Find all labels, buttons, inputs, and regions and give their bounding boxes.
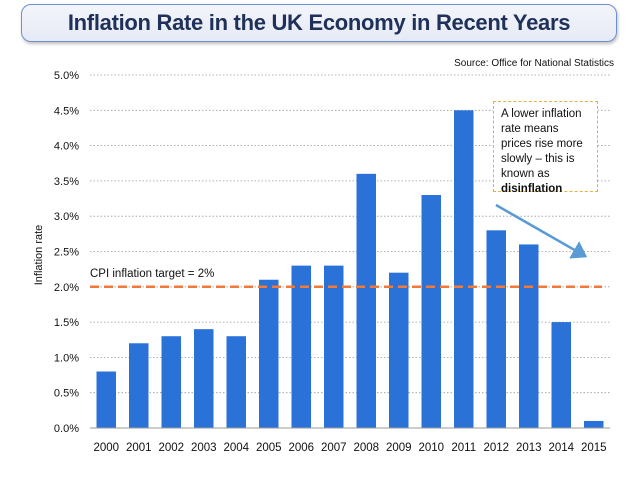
x-tick-label: 2010 xyxy=(418,442,444,454)
bar-2003 xyxy=(194,329,214,428)
y-tick-label: 1.5% xyxy=(54,317,79,329)
bar-2006 xyxy=(291,265,311,428)
y-axis-ticks: 0.0% 0.5% 1.0% 1.5% 2.0% 2.5% 3.0% 3.5% 4.0% 4.5%… xyxy=(54,70,79,435)
x-tick-label: 2009 xyxy=(386,442,412,454)
bar-2014 xyxy=(551,322,571,428)
y-tick-label: 2.5% xyxy=(54,247,79,259)
x-tick-label: 2011 xyxy=(451,442,476,454)
source-label: Source: Office for National Statistics xyxy=(454,58,614,69)
x-axis-ticks: 2000 2001 2002 2003 2004 2005 2006 2007 2008 2009… xyxy=(93,442,606,454)
bar-2004 xyxy=(226,336,246,428)
y-tick-label: 3.5% xyxy=(54,176,79,188)
x-tick-label: 2000 xyxy=(93,442,119,454)
y-tick-label: 1.0% xyxy=(54,352,79,364)
x-tick-label: 2014 xyxy=(548,442,574,454)
chart-title-box: Inflation Rate in the UK Economy in Rece… xyxy=(21,4,617,42)
bars xyxy=(96,110,604,429)
x-tick-label: 2005 xyxy=(256,442,282,454)
x-tick-label: 2003 xyxy=(191,442,217,454)
x-tick-label: 2008 xyxy=(353,442,379,454)
x-tick-label: 2004 xyxy=(223,442,249,454)
annotation-box: A lower inflation rate means prices rise… xyxy=(493,101,598,195)
annotation-emphasis: disinflation xyxy=(501,183,563,195)
bar-2009 xyxy=(389,272,409,428)
bar-2001 xyxy=(129,343,149,428)
x-tick-label: 2002 xyxy=(158,442,184,454)
bar-2012 xyxy=(486,230,506,428)
chart-title: Inflation Rate in the UK Economy in Rece… xyxy=(67,10,571,35)
y-tick-label: 4.5% xyxy=(54,105,79,117)
x-tick-label: 2015 xyxy=(581,442,607,454)
disinflation-arrow xyxy=(495,203,588,259)
x-tick-label: 2013 xyxy=(516,442,542,454)
bar-2002 xyxy=(161,336,181,428)
bar-2015 xyxy=(584,420,604,428)
annotation-text: A lower inflation rate means prices rise… xyxy=(501,108,583,180)
x-tick-label: 2001 xyxy=(126,442,152,454)
bar-2007 xyxy=(324,265,344,428)
bar-2005 xyxy=(259,279,279,428)
x-tick-label: 2007 xyxy=(321,442,347,454)
bar-2011 xyxy=(454,110,474,429)
bar-2000 xyxy=(96,371,116,428)
y-tick-label: 2.0% xyxy=(54,282,79,294)
x-tick-label: 2006 xyxy=(288,442,314,454)
y-tick-label: 3.0% xyxy=(54,211,79,223)
bar-2008 xyxy=(356,173,376,428)
target-label: CPI inflation target = 2% xyxy=(90,268,214,280)
y-axis-title: Inflation rate xyxy=(33,225,45,286)
y-tick-label: 0.0% xyxy=(54,423,79,435)
y-tick-label: 4.0% xyxy=(54,141,79,153)
bar-2013 xyxy=(519,244,539,428)
x-tick-label: 2012 xyxy=(483,442,509,454)
y-tick-label: 0.5% xyxy=(54,388,79,400)
y-tick-label: 5.0% xyxy=(54,70,79,82)
bar-2010 xyxy=(421,195,441,428)
